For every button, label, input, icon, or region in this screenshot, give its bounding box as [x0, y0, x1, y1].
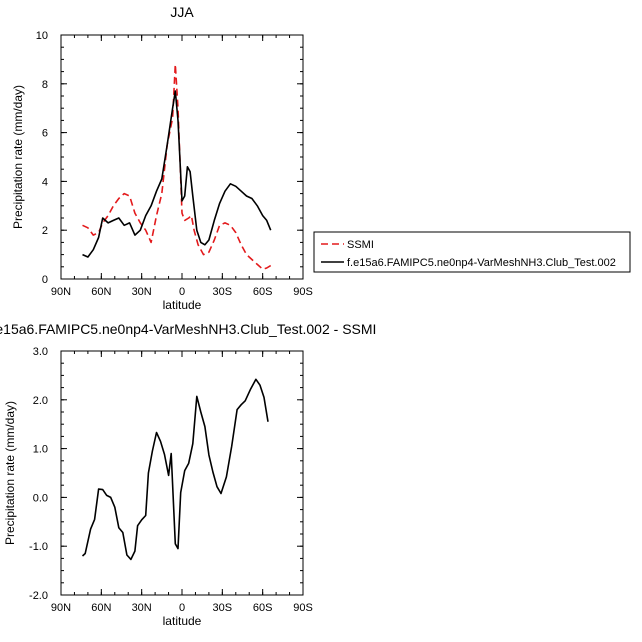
x-tick-label: 60N [91, 602, 111, 614]
x-tick-label: 90N [51, 602, 71, 614]
x-tick-label: 30N [132, 286, 152, 298]
chart-title: JJA [170, 4, 194, 20]
chart-title: f.e15a6.FAMIPC5.ne0np4-VarMeshNH3.Club_T… [0, 321, 376, 337]
x-tick-label: 30N [132, 602, 152, 614]
x-axis-label: latitude [163, 614, 202, 628]
y-tick-label: 8 [42, 79, 48, 91]
series-line-difference [81, 378, 269, 561]
y-tick-label: 0.0 [33, 492, 48, 504]
chart-legend: SSMI f.e15a6.FAMIPC5.ne0np4-VarMeshNH3.Cl… [313, 231, 631, 273]
series-line-model [82, 90, 272, 258]
x-tick-label: 0 [179, 602, 185, 614]
y-tick-label: 10 [36, 30, 48, 42]
y-tick-label: 0 [42, 274, 48, 286]
x-tick-label: 90S [293, 286, 313, 298]
y-tick-label: 1.0 [33, 444, 48, 456]
legend-box [313, 231, 631, 273]
y-tick-label: -2.0 [29, 590, 48, 602]
x-tick-label: 60S [253, 602, 273, 614]
y-tick-label: 2 [42, 225, 48, 237]
x-tick-label: 90N [51, 286, 71, 298]
y-tick-label: -1.0 [29, 541, 48, 553]
legend-label: SSMI [347, 239, 374, 251]
x-tick-label: 90S [293, 602, 313, 614]
x-tick-label: 30S [213, 602, 233, 614]
chart-top-panel: JJA 90N 60N 30N 0 30S 60S 90S 0 2 4 6 8 10 latitude Pre… [11, 4, 313, 312]
x-axis-label: latitude [163, 298, 202, 312]
y-tick-label: 4 [42, 176, 48, 188]
legend-label: f.e15a6.FAMIPC5.ne0np4-VarMeshNH3.Club_T… [347, 257, 616, 269]
x-tick-label: 0 [179, 286, 185, 298]
y-tick-label: 6 [42, 128, 48, 140]
y-axis-label: Precipitation rate (mm/day) [3, 401, 17, 545]
y-axis-label: Precipitation rate (mm/day) [11, 85, 25, 229]
x-tick-label: 30S [213, 286, 233, 298]
y-tick-label: 2.0 [33, 395, 48, 407]
chart-bottom-panel: f.e15a6.FAMIPC5.ne0np4-VarMeshNH3.Club_T… [0, 321, 376, 628]
y-tick-label: 3.0 [33, 346, 48, 358]
x-tick-label: 60N [91, 286, 111, 298]
x-tick-label: 60S [253, 286, 273, 298]
